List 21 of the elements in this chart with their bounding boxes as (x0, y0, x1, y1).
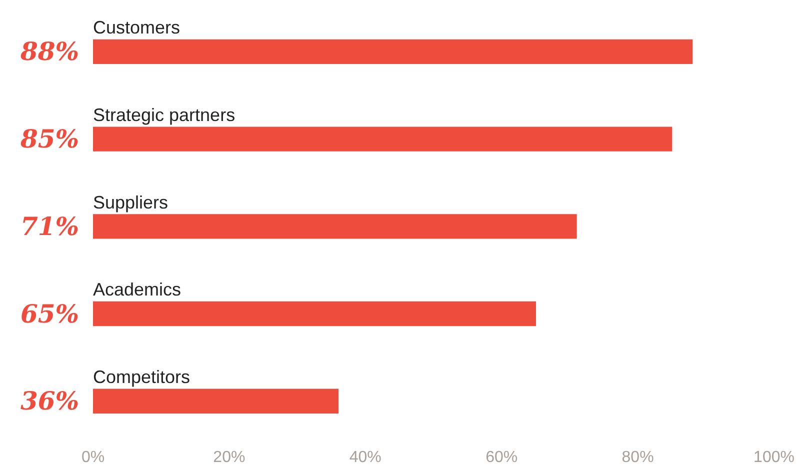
y-tick-label: Suppliers (93, 192, 168, 212)
y-tick-label: Customers (93, 18, 180, 38)
data-label: 85% (19, 124, 79, 154)
data-label: 36% (20, 386, 79, 416)
x-tick-label: 40% (349, 448, 382, 466)
data-label: 71% (20, 212, 79, 241)
bar (93, 301, 536, 326)
x-tick-label: 0% (81, 448, 105, 466)
bar (93, 388, 338, 414)
data-label: 65% (20, 299, 79, 328)
y-tick-label: Strategic partners (93, 105, 236, 126)
x-tick-label: 20% (213, 448, 246, 466)
bar (93, 39, 693, 64)
data-label: 88% (19, 37, 79, 66)
x-tick-label: 100% (754, 448, 794, 466)
bar (93, 126, 672, 152)
y-tick-label: Competitors (93, 367, 190, 388)
bar (93, 214, 577, 239)
x-tick-label: 80% (622, 448, 654, 466)
x-tick-label: 60% (486, 448, 518, 466)
y-tick-label: Academics (93, 280, 182, 300)
